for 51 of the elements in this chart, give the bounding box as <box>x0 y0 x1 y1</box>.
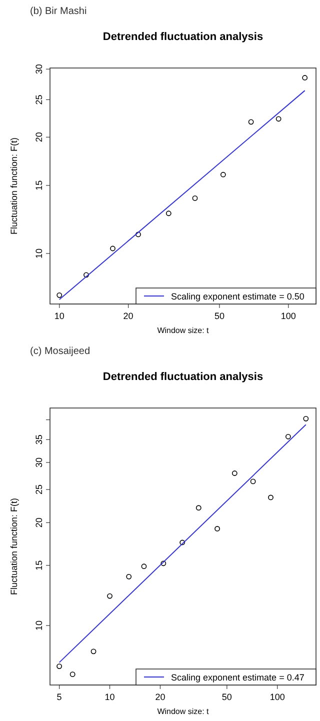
point <box>250 478 256 484</box>
point <box>196 505 202 511</box>
x-tick-label: 20 <box>123 311 134 321</box>
x-tick-label: 100 <box>270 692 285 702</box>
y-tick-label: 15 <box>34 560 44 570</box>
y-tick-label: 15 <box>34 180 44 190</box>
y-tick-label: 30 <box>34 457 44 468</box>
point <box>276 116 282 122</box>
y-tick-label: 30 <box>34 64 44 74</box>
point <box>90 648 96 654</box>
chart-title: Detrended fluctuation analysis <box>102 31 264 43</box>
y-tick-label: 10 <box>34 620 44 631</box>
point <box>285 434 291 440</box>
x-tick-label: 10 <box>104 692 115 702</box>
text: (b) Bir Mashi <box>30 6 87 17</box>
point <box>214 526 220 532</box>
x-axis-title: Window size: t <box>157 707 210 716</box>
point <box>303 416 309 422</box>
y-axis-title: Fluctuation function: F(t) <box>9 137 19 235</box>
x-tick-label: 100 <box>280 311 296 321</box>
y-tick-label: 20 <box>34 132 44 142</box>
x-tick-label: 50 <box>214 311 224 321</box>
point <box>220 172 226 178</box>
point <box>56 292 62 298</box>
point <box>126 574 132 580</box>
text: (c) Mosaijeed <box>30 346 90 357</box>
point <box>302 75 308 80</box>
point <box>160 560 166 566</box>
x-tick-label: 50 <box>222 692 232 702</box>
point <box>84 272 89 278</box>
y-tick-label: 25 <box>34 94 44 105</box>
y-tick-label: 25 <box>34 484 44 495</box>
x-tick-label: 10 <box>54 311 64 321</box>
point <box>248 119 254 125</box>
y-axis-title: Fluctuation function: F(t) <box>9 498 19 596</box>
point <box>166 210 172 216</box>
y-tick-label: 10 <box>34 248 44 258</box>
x-tick-label: 20 <box>155 692 166 702</box>
point <box>110 246 116 252</box>
point <box>192 196 198 201</box>
y-tick-label: 35 <box>34 434 44 445</box>
point <box>268 494 274 500</box>
point <box>107 593 112 599</box>
point <box>180 540 186 546</box>
x-tick-label: 5 <box>56 692 62 702</box>
chart-title: Detrended fluctuation analysis <box>102 371 264 383</box>
legend-label: Scaling exponent estimate = 0.47 <box>171 672 304 682</box>
point <box>232 470 238 476</box>
x-axis-title: Window size: t <box>157 326 210 335</box>
y-tick-label: 20 <box>34 518 44 528</box>
legend-label: Scaling exponent estimate = 0.50 <box>171 292 304 302</box>
